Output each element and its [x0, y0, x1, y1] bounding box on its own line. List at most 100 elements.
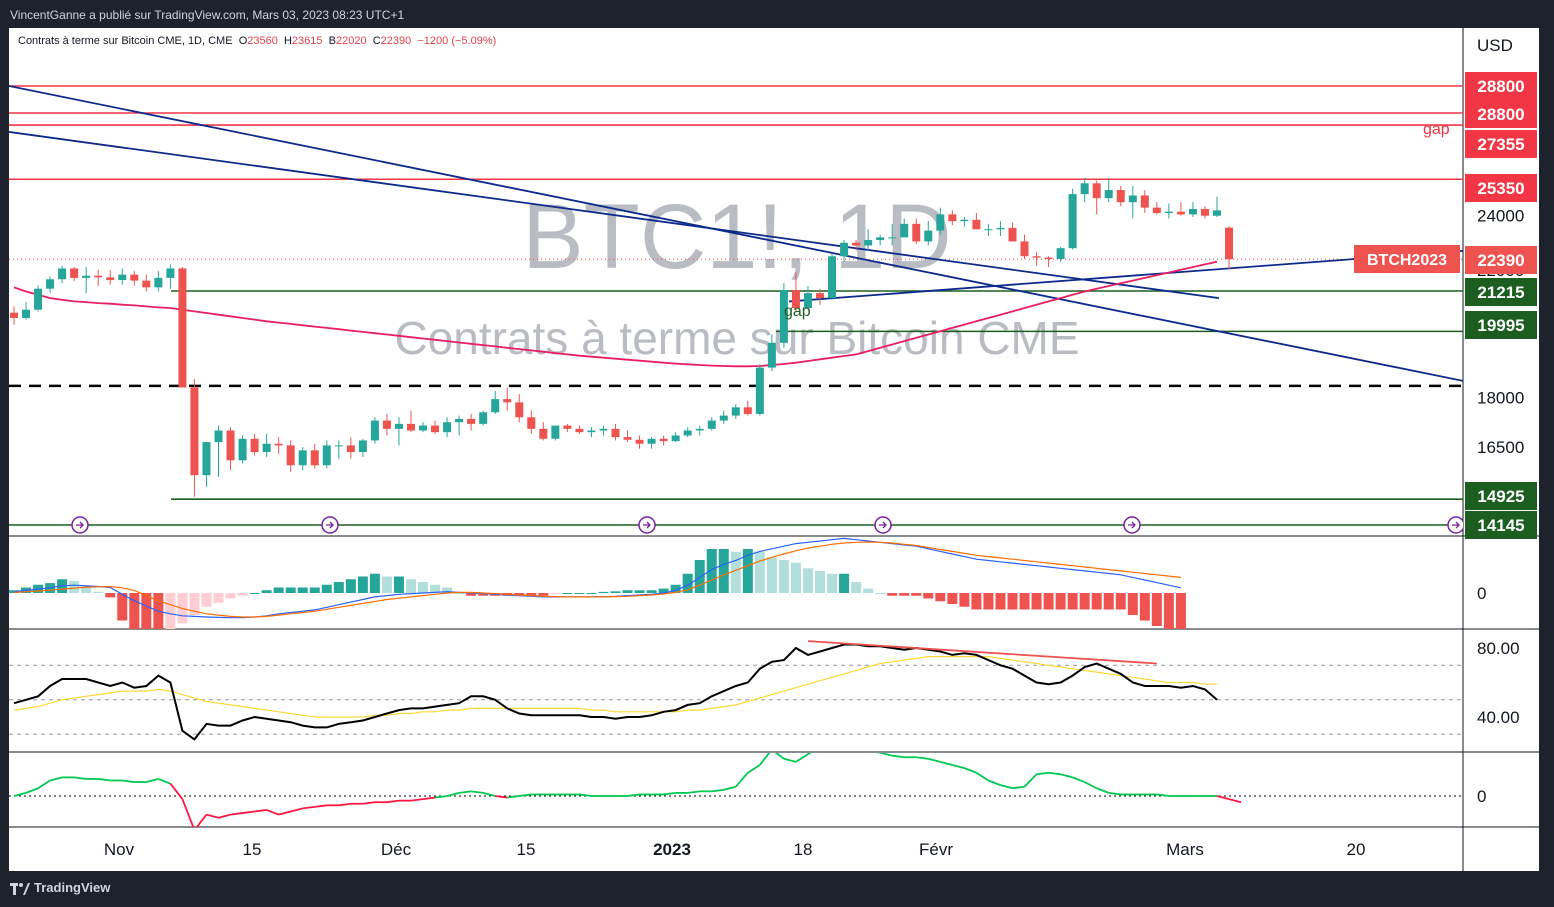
candle-body[interactable]: [334, 445, 343, 447]
rsi-divergence-line[interactable]: [807, 640, 1157, 665]
candle-body[interactable]: [22, 309, 31, 318]
candle-body[interactable]: [455, 418, 464, 423]
candle-body[interactable]: [286, 445, 295, 466]
candle-body[interactable]: [1140, 195, 1149, 208]
candle-body[interactable]: [178, 268, 187, 388]
candle-body[interactable]: [527, 417, 536, 429]
candle-body[interactable]: [1104, 190, 1113, 199]
candle-body[interactable]: [755, 367, 764, 414]
candle-body[interactable]: [106, 277, 115, 281]
candle-body[interactable]: [1200, 208, 1209, 216]
candle-body[interactable]: [647, 438, 656, 444]
candle-body[interactable]: [659, 438, 668, 442]
trend-line[interactable]: [9, 85, 1463, 382]
candle-body[interactable]: [1092, 183, 1101, 199]
candle-body[interactable]: [70, 268, 79, 278]
candle-body[interactable]: [491, 399, 500, 413]
macd-pane[interactable]: [9, 537, 1186, 637]
candle-body[interactable]: [900, 223, 909, 238]
candle-body[interactable]: [1032, 256, 1041, 258]
candle-body[interactable]: [238, 438, 247, 461]
candle-body[interactable]: [382, 420, 391, 429]
candle-body[interactable]: [94, 275, 103, 278]
candle-body[interactable]: [707, 420, 716, 429]
candle-body[interactable]: [34, 288, 43, 310]
candle-body[interactable]: [551, 425, 560, 439]
candle-body[interactable]: [960, 219, 969, 222]
price-label-tag[interactable]: [1465, 482, 1537, 510]
candle-body[interactable]: [154, 277, 163, 288]
candle-body[interactable]: [1225, 227, 1234, 260]
candle-body[interactable]: [1188, 208, 1197, 215]
candle-body[interactable]: [743, 407, 752, 414]
price-label-tag[interactable]: [1465, 174, 1537, 202]
candle-body[interactable]: [816, 293, 825, 299]
price-label-tag[interactable]: [1465, 311, 1537, 339]
candle-body[interactable]: [779, 290, 788, 343]
candle-body[interactable]: [599, 428, 608, 431]
trend-line[interactable]: [9, 131, 1220, 300]
candle-body[interactable]: [503, 399, 512, 403]
candle-body[interactable]: [479, 412, 488, 424]
trend-line[interactable]: [788, 249, 1463, 303]
candle-body[interactable]: [972, 219, 981, 230]
candle-body[interactable]: [912, 223, 921, 242]
candle-body[interactable]: [214, 430, 223, 443]
candle-body[interactable]: [623, 437, 632, 440]
candle-body[interactable]: [1044, 257, 1053, 259]
candle-body[interactable]: [671, 435, 680, 442]
candle-body[interactable]: [142, 280, 151, 288]
candle-body[interactable]: [695, 428, 704, 431]
candle-body[interactable]: [226, 430, 235, 461]
candle-body[interactable]: [298, 450, 307, 466]
price-label-tag[interactable]: [1465, 511, 1537, 539]
momentum-pane[interactable]: [9, 746, 1463, 830]
candle-body[interactable]: [118, 274, 127, 281]
candle-body[interactable]: [322, 445, 331, 466]
rsi-pane[interactable]: [9, 640, 1463, 741]
candle-body[interactable]: [310, 450, 319, 466]
candle-body[interactable]: [996, 227, 1005, 230]
candle-body[interactable]: [1164, 211, 1173, 214]
candle-body[interactable]: [10, 312, 18, 318]
candle-body[interactable]: [719, 415, 728, 421]
candle-body[interactable]: [936, 214, 945, 231]
candle-body[interactable]: [563, 425, 572, 429]
price-pane[interactable]: [9, 85, 1464, 534]
candle-body[interactable]: [1116, 190, 1125, 203]
candle-body[interactable]: [852, 242, 861, 246]
candle-body[interactable]: [82, 275, 91, 278]
candle-body[interactable]: [575, 428, 584, 433]
candle-body[interactable]: [515, 402, 524, 418]
candle-body[interactable]: [130, 274, 139, 281]
candle-body[interactable]: [1068, 194, 1077, 249]
candle-body[interactable]: [431, 425, 440, 433]
candle-body[interactable]: [419, 425, 428, 431]
candle-body[interactable]: [1056, 248, 1065, 259]
candle-body[interactable]: [1020, 241, 1029, 257]
price-label-tag[interactable]: [1465, 246, 1537, 274]
candle-body[interactable]: [539, 428, 548, 439]
candle-body[interactable]: [1213, 210, 1221, 216]
candle-body[interactable]: [984, 229, 993, 231]
candle-body[interactable]: [731, 407, 740, 416]
price-label-tag[interactable]: [1465, 72, 1537, 100]
candle-body[interactable]: [948, 214, 957, 222]
candle-body[interactable]: [611, 428, 620, 438]
candle-body[interactable]: [1008, 227, 1017, 242]
candle-body[interactable]: [683, 430, 692, 436]
time-axis[interactable]: Nov 15 Déc 15 2023 18 Févr Mars 20: [104, 840, 1366, 859]
price-label-tag[interactable]: [1465, 100, 1537, 128]
candle-body[interactable]: [1176, 211, 1185, 215]
candle-body[interactable]: [370, 420, 379, 441]
candle-body[interactable]: [58, 268, 67, 280]
candle-body[interactable]: [1080, 183, 1089, 195]
candle-body[interactable]: [1152, 207, 1161, 214]
candle-body[interactable]: [767, 342, 776, 368]
candle-body[interactable]: [888, 237, 897, 239]
candle-body[interactable]: [262, 443, 271, 453]
candle-body[interactable]: [791, 290, 800, 309]
candle-body[interactable]: [1128, 195, 1137, 203]
candle-body[interactable]: [876, 237, 885, 241]
